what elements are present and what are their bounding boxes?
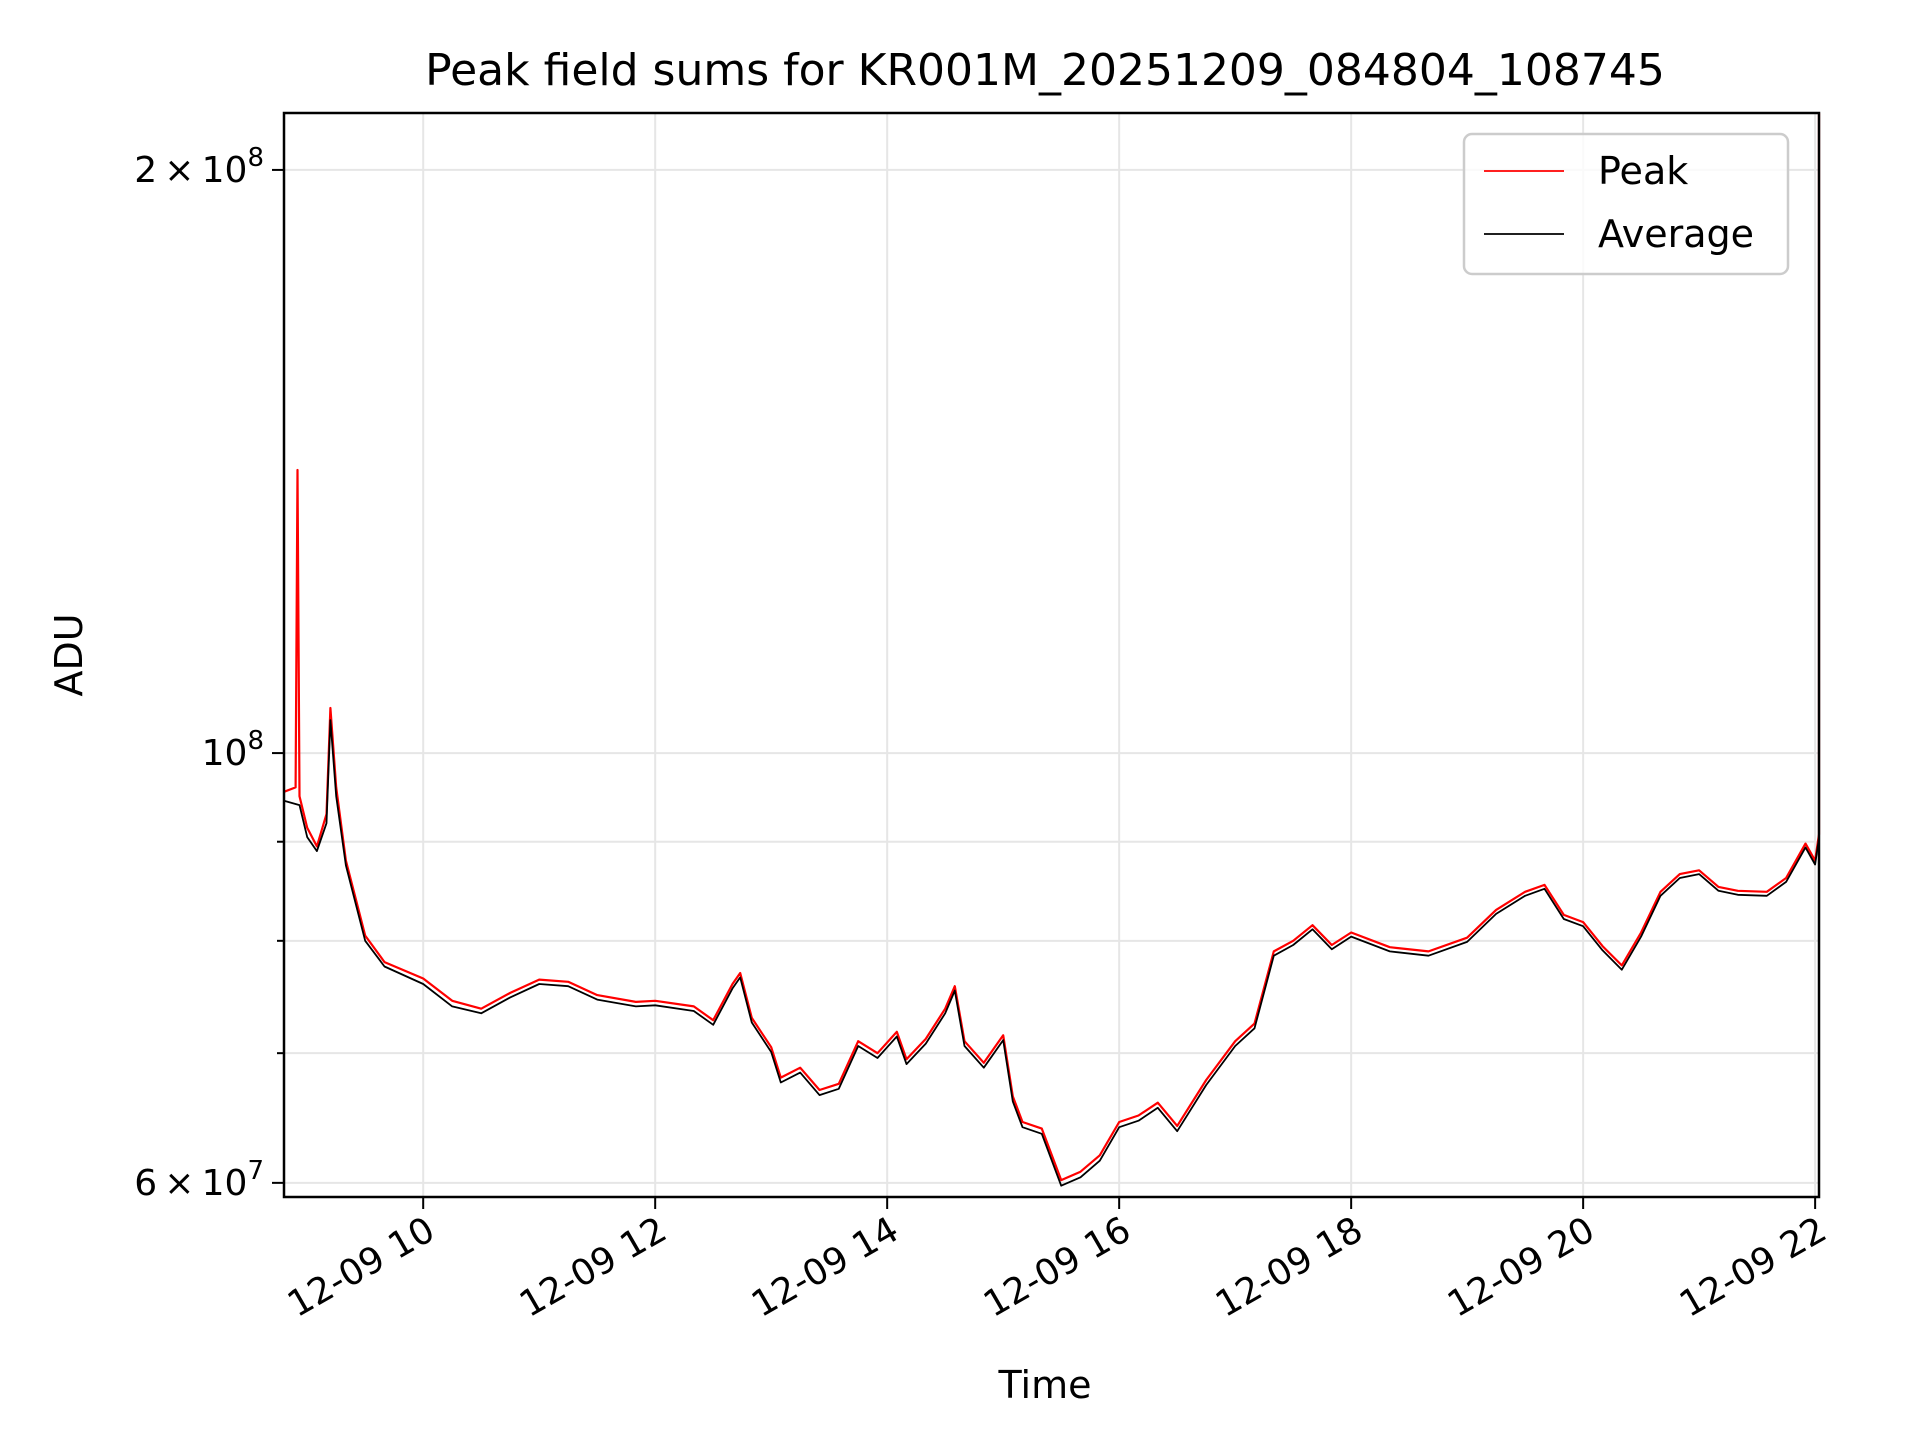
y-tick-label: 6 × 107: [134, 1156, 264, 1204]
grid-lines: [284, 113, 1819, 1197]
y-tick-label: 2 × 108: [134, 143, 264, 191]
legend-label-peak: Peak: [1598, 149, 1688, 193]
chart-title: Peak field sums for KR001M_20251209_0848…: [425, 45, 1665, 96]
legend: Peak Average: [1462, 132, 1790, 276]
y-tick-label: 108: [202, 726, 264, 774]
legend-label-average: Average: [1598, 212, 1754, 256]
series-line-peak: [283, 111, 1821, 1182]
series-line-average: [283, 537, 1820, 1187]
x-axis-label: Time: [998, 1363, 1092, 1407]
plot-frame: [282, 111, 1821, 1199]
y-axis-ticks: 2 × 108 108 6 × 107: [134, 143, 284, 1204]
series-layer: [283, 111, 1821, 1187]
y-axis-label: ADU: [47, 613, 91, 696]
legend-box: [1462, 132, 1790, 276]
